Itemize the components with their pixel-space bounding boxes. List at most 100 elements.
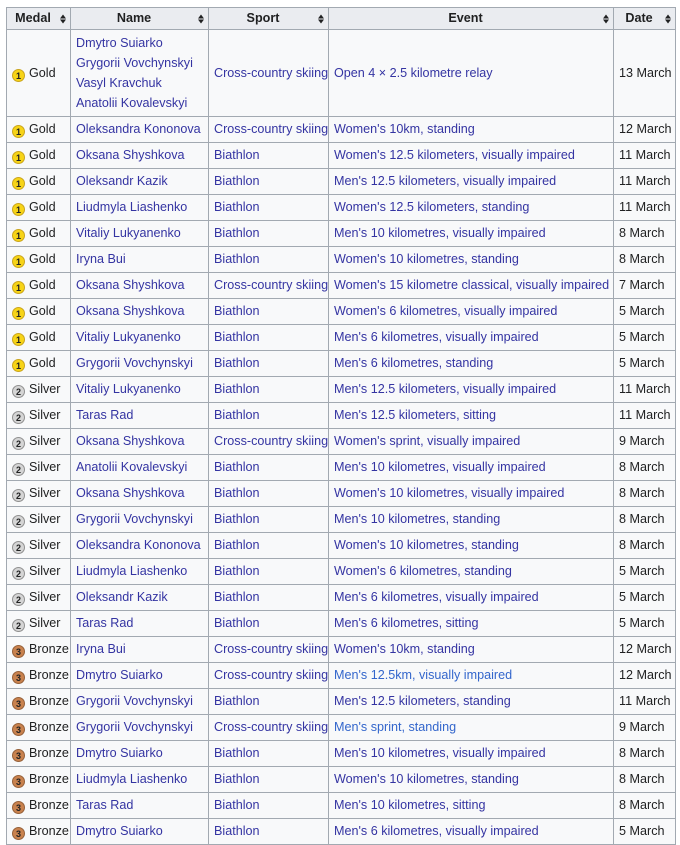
athlete-link[interactable]: Oleksandra Kononova bbox=[76, 122, 201, 136]
sport-link[interactable]: Cross-country skiing bbox=[214, 65, 329, 80]
event-link[interactable]: Men's 6 kilometres, sitting bbox=[334, 616, 479, 630]
athlete-link[interactable]: Vitaliy Lukyanenko bbox=[76, 330, 181, 344]
athlete-link[interactable]: Dmytro Suiarko bbox=[76, 36, 163, 50]
sport-link[interactable]: Biathlon bbox=[214, 200, 260, 214]
event-link[interactable]: Women's 10 kilometres, standing bbox=[334, 538, 519, 552]
column-header-name[interactable]: Name bbox=[70, 7, 209, 30]
athlete-link[interactable]: Liudmyla Liashenko bbox=[76, 772, 188, 786]
athlete-link[interactable]: Taras Rad bbox=[76, 408, 134, 422]
athlete-link[interactable]: Grygorii Vovchynskyi bbox=[76, 356, 193, 370]
athlete-link[interactable]: Taras Rad bbox=[76, 798, 134, 812]
table-row: 2 Silver Liudmyla Liashenko Biathlon Women's… bbox=[6, 558, 676, 585]
sport-link[interactable]: Biathlon bbox=[214, 408, 260, 422]
event-link[interactable]: Men's 6 kilometres, visually impaired bbox=[334, 330, 539, 344]
sport-link[interactable]: Biathlon bbox=[214, 616, 260, 630]
athlete-link[interactable]: Oksana Shyshkova bbox=[76, 434, 185, 448]
medal-label: Silver bbox=[29, 460, 61, 474]
event-link[interactable]: Women's sprint, visually impaired bbox=[334, 434, 521, 448]
event-cell: Men's 10 kilometres, visually impaired bbox=[328, 454, 614, 481]
athlete-link[interactable]: Iryna Bui bbox=[76, 252, 126, 266]
event-link[interactable]: Women's 10 kilometres, standing bbox=[334, 772, 519, 786]
athlete-link[interactable]: Oksana Shyshkova bbox=[76, 148, 185, 162]
sport-link[interactable]: Biathlon bbox=[214, 538, 260, 552]
athlete-link[interactable]: Oleksandra Kononova bbox=[76, 538, 201, 552]
sport-link[interactable]: Biathlon bbox=[214, 356, 260, 370]
athlete-link[interactable]: Dmytro Suiarko bbox=[76, 668, 163, 682]
sport-link[interactable]: Biathlon bbox=[214, 148, 260, 162]
sport-link[interactable]: Cross-country skiing bbox=[214, 668, 329, 682]
event-link[interactable]: Men's 12.5 kilometers, sitting bbox=[334, 408, 496, 422]
event-link[interactable]: Men's 12.5 kilometers, visually impaired bbox=[334, 174, 557, 188]
event-link[interactable]: Men's 10 kilometres, standing bbox=[334, 512, 501, 526]
sport-link[interactable]: Biathlon bbox=[214, 772, 260, 786]
event-link[interactable]: Open 4 × 2.5 kilometre relay bbox=[334, 65, 493, 80]
athlete-link[interactable]: Dmytro Suiarko bbox=[76, 746, 163, 760]
athlete-link[interactable]: Oksana Shyshkova bbox=[76, 486, 185, 500]
sport-link[interactable]: Biathlon bbox=[214, 512, 260, 526]
athlete-link[interactable]: Dmytro Suiarko bbox=[76, 824, 163, 838]
event-link[interactable]: Women's 10 kilometres, visually impaired bbox=[334, 486, 565, 500]
event-link[interactable]: Men's 12.5 kilometers, standing bbox=[334, 694, 511, 708]
event-link[interactable]: Women's 10km, standing bbox=[334, 122, 475, 136]
athlete-link[interactable]: Oksana Shyshkova bbox=[76, 278, 185, 292]
event-link[interactable]: Women's 6 kilometres, visually impaired bbox=[334, 304, 558, 318]
sport-link[interactable]: Biathlon bbox=[214, 174, 260, 188]
table-row: 3 Bronze Dmytro Suiarko Biathlon Men's 10 ki… bbox=[6, 740, 676, 767]
sport-link[interactable]: Cross-country skiing bbox=[214, 720, 329, 734]
event-link[interactable]: Women's 6 kilometres, standing bbox=[334, 564, 512, 578]
event-link[interactable]: Men's 10 kilometres, sitting bbox=[334, 798, 486, 812]
event-link[interactable]: Men's 6 kilometres, standing bbox=[334, 356, 494, 370]
event-link[interactable]: Men's 12.5km, visually impaired bbox=[334, 668, 513, 682]
athlete-link[interactable]: Oksana Shyshkova bbox=[76, 304, 185, 318]
sport-link[interactable]: Biathlon bbox=[214, 252, 260, 266]
athlete-link[interactable]: Taras Rad bbox=[76, 616, 134, 630]
sport-link[interactable]: Cross-country skiing bbox=[214, 122, 329, 136]
sport-link[interactable]: Biathlon bbox=[214, 486, 260, 500]
athlete-link[interactable]: Vitaliy Lukyanenko bbox=[76, 382, 181, 396]
sport-link[interactable]: Biathlon bbox=[214, 590, 260, 604]
sport-link[interactable]: Biathlon bbox=[214, 382, 260, 396]
sport-link[interactable]: Biathlon bbox=[214, 226, 260, 240]
sport-link[interactable]: Biathlon bbox=[214, 330, 260, 344]
event-link[interactable]: Men's 12.5 kilometers, visually impaired bbox=[334, 382, 557, 396]
athlete-link[interactable]: Anatolii Kovalevskyi bbox=[76, 460, 188, 474]
athlete-link[interactable]: Liudmyla Liashenko bbox=[76, 200, 188, 214]
athlete-link[interactable]: Grygorii Vovchynskyi bbox=[76, 512, 193, 526]
sport-link[interactable]: Biathlon bbox=[214, 746, 260, 760]
event-link[interactable]: Men's 10 kilometres, visually impaired bbox=[334, 226, 546, 240]
event-link[interactable]: Women's 12.5 kilometers, standing bbox=[334, 200, 530, 214]
sport-link[interactable]: Biathlon bbox=[214, 564, 260, 578]
column-header-medal[interactable]: Medal bbox=[6, 7, 71, 30]
column-header-date[interactable]: Date bbox=[613, 7, 676, 30]
event-link[interactable]: Men's 10 kilometres, visually impaired bbox=[334, 460, 546, 474]
sport-link[interactable]: Cross-country skiing bbox=[214, 642, 329, 656]
athlete-link[interactable]: Vitaliy Lukyanenko bbox=[76, 226, 181, 240]
sport-link[interactable]: Biathlon bbox=[214, 798, 260, 812]
column-header-sport[interactable]: Sport bbox=[208, 7, 329, 30]
event-link[interactable]: Women's 15 kilometre classical, visually… bbox=[334, 278, 610, 292]
sport-link[interactable]: Biathlon bbox=[214, 304, 260, 318]
sport-link[interactable]: Cross-country skiing bbox=[214, 278, 329, 292]
sport-link[interactable]: Biathlon bbox=[214, 824, 260, 838]
event-link[interactable]: Women's 12.5 kilometers, visually impair… bbox=[334, 148, 575, 162]
event-link[interactable]: Men's 6 kilometres, visually impaired bbox=[334, 590, 539, 604]
table-row: 1 Gold Dmytro Suiarko Grygorii Vovchynskyi V… bbox=[6, 29, 676, 117]
athlete-link[interactable]: Grygorii Vovchynskyi bbox=[76, 694, 193, 708]
athlete-link[interactable]: Grygorii Vovchynskyi bbox=[76, 56, 193, 70]
athlete-link[interactable]: Liudmyla Liashenko bbox=[76, 564, 188, 578]
athlete-link[interactable]: Oleksandr Kazik bbox=[76, 590, 168, 604]
event-link[interactable]: Women's 10km, standing bbox=[334, 642, 475, 656]
sport-link[interactable]: Biathlon bbox=[214, 460, 260, 474]
sport-link[interactable]: Cross-country skiing bbox=[214, 434, 329, 448]
athlete-link[interactable]: Oleksandr Kazik bbox=[76, 174, 168, 188]
event-link[interactable]: Women's 10 kilometres, standing bbox=[334, 252, 519, 266]
event-link[interactable]: Men's 10 kilometres, visually impaired bbox=[334, 746, 546, 760]
athlete-link[interactable]: Grygorii Vovchynskyi bbox=[76, 720, 193, 734]
event-link[interactable]: Men's 6 kilometres, visually impaired bbox=[334, 824, 539, 838]
athlete-link[interactable]: Vasyl Kravchuk bbox=[76, 76, 162, 90]
athlete-link[interactable]: Anatolii Kovalevskyi bbox=[76, 96, 188, 110]
athlete-link[interactable]: Iryna Bui bbox=[76, 642, 126, 656]
event-link[interactable]: Men's sprint, standing bbox=[334, 720, 457, 734]
sport-link[interactable]: Biathlon bbox=[214, 694, 260, 708]
column-header-event[interactable]: Event bbox=[328, 7, 614, 30]
